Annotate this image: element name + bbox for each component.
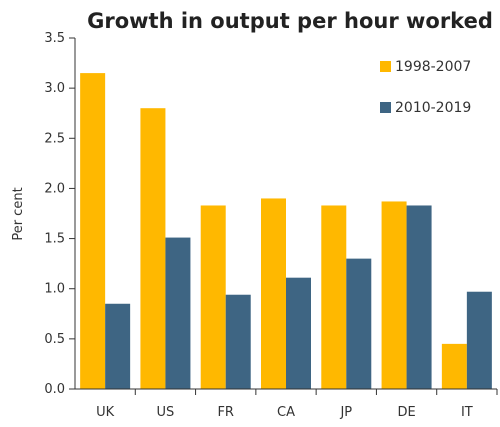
- y-tick-label: 3.0: [44, 81, 65, 96]
- bar-de-series-1: [381, 201, 407, 389]
- bar-it-series-1: [441, 343, 467, 389]
- y-tick-label: 0.5: [44, 332, 65, 347]
- legend-label: 1998-2007: [395, 59, 471, 75]
- legend-swatch: [380, 102, 391, 113]
- bar-de-series-2: [406, 205, 432, 389]
- legend: 1998-2007 2010-2019: [380, 59, 471, 116]
- bar-jp-series-2: [346, 258, 372, 389]
- bar-us-series-2: [165, 237, 191, 389]
- y-tick-label: 3.5: [44, 31, 65, 46]
- y-axis-ticks: 0.0 0.5 1.0 1.5 2.0 2.5 3.0 3.5: [44, 31, 75, 397]
- bar-ca-series-2: [286, 277, 311, 389]
- legend-swatch: [380, 61, 391, 72]
- bar-us-series-1: [140, 108, 166, 389]
- bar-fr-series-2: [225, 294, 251, 389]
- y-axis-label: Per cent: [11, 187, 26, 240]
- legend-label: 2010-2019: [395, 100, 471, 116]
- x-tick-label: JP: [339, 405, 352, 420]
- bar-it-series-2: [466, 291, 492, 389]
- y-tick-label: 0.0: [44, 382, 65, 397]
- bar-jp-series-1: [321, 205, 347, 389]
- y-tick-label: 2.0: [44, 181, 65, 196]
- bar-ca-series-1: [261, 198, 286, 389]
- x-tick-label: US: [157, 405, 175, 420]
- y-tick-label: 2.5: [44, 131, 65, 146]
- bar-uk-series-1: [80, 73, 106, 389]
- x-axis-ticks: UK US FR CA JP DE IT: [96, 389, 498, 420]
- bar-fr-series-1: [200, 205, 226, 389]
- bars: [80, 73, 492, 389]
- bar-uk-series-2: [105, 303, 131, 389]
- x-tick-label: FR: [217, 405, 234, 420]
- x-tick-label: UK: [96, 405, 115, 420]
- x-tick-label: IT: [461, 405, 473, 420]
- y-tick-label: 1.0: [44, 282, 65, 297]
- y-tick-label: 1.5: [44, 232, 65, 247]
- x-tick-label: DE: [397, 405, 415, 420]
- chart-title: Growth in output per hour worked: [87, 9, 493, 33]
- x-tick-label: CA: [277, 405, 295, 420]
